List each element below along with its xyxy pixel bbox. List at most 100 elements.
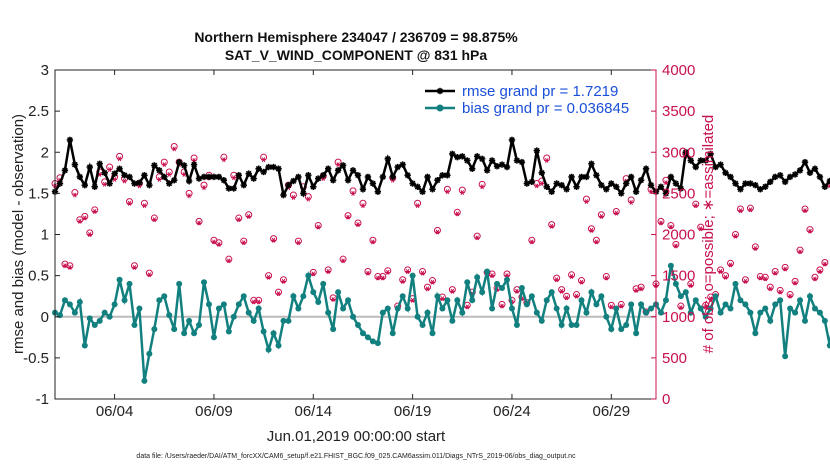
rmse-point bbox=[692, 163, 699, 171]
rmse-point bbox=[250, 175, 257, 182]
obs-possible-marker bbox=[791, 277, 799, 285]
obs-assimilated-marker bbox=[539, 181, 545, 186]
bias-point bbox=[136, 305, 143, 312]
obs-assimilated-marker bbox=[732, 233, 738, 239]
obs-possible-marker bbox=[235, 214, 243, 222]
bias-point bbox=[638, 301, 645, 308]
rmse-point bbox=[334, 167, 342, 174]
bias-point bbox=[340, 305, 347, 312]
rmse-point bbox=[583, 173, 590, 181]
rmse-point bbox=[806, 169, 814, 177]
obs-possible-marker bbox=[314, 221, 322, 229]
bias-point bbox=[494, 280, 501, 287]
rmse-point bbox=[369, 180, 377, 187]
obs-possible-marker bbox=[587, 225, 595, 233]
bias-point bbox=[444, 297, 451, 304]
obs-assimilated-marker bbox=[464, 304, 470, 310]
rmse-point bbox=[419, 188, 426, 195]
obs-possible-marker bbox=[602, 272, 610, 280]
rmse-point bbox=[76, 173, 84, 181]
rmse-point bbox=[230, 185, 238, 192]
obs-possible-marker bbox=[279, 276, 287, 284]
obs-assimilated-marker bbox=[256, 299, 262, 305]
obs-possible-marker bbox=[91, 206, 99, 214]
obs-assimilated-marker bbox=[425, 286, 431, 292]
bias-point bbox=[290, 293, 297, 300]
bias-point bbox=[792, 309, 799, 316]
bias-point bbox=[613, 305, 620, 312]
bias-point bbox=[489, 305, 496, 312]
rmse-point bbox=[454, 153, 461, 161]
rmse-point bbox=[245, 170, 252, 177]
bias-point bbox=[379, 309, 386, 316]
obs-possible-marker bbox=[245, 211, 253, 219]
bias-point bbox=[354, 321, 361, 328]
bias-point bbox=[697, 305, 704, 312]
obs-possible-marker bbox=[751, 243, 759, 251]
obs-possible-marker bbox=[672, 240, 680, 248]
obs-assimilated-marker bbox=[241, 240, 247, 246]
bias-point bbox=[325, 309, 332, 316]
obs-assimilated-marker bbox=[434, 229, 440, 235]
bias-point bbox=[513, 321, 520, 328]
obs-assimilated-marker bbox=[628, 199, 634, 205]
bias-point bbox=[230, 313, 237, 320]
bias-point bbox=[61, 297, 68, 304]
obs-assimilated-marker bbox=[325, 269, 331, 274]
rmse-point bbox=[811, 165, 819, 172]
y-tick-label: 2.5 bbox=[28, 103, 49, 120]
bias-point bbox=[186, 317, 193, 324]
obs-possible-marker bbox=[453, 208, 461, 216]
bias-point bbox=[811, 305, 818, 312]
obs-assimilated-marker bbox=[246, 213, 252, 219]
rmse-point bbox=[483, 167, 491, 174]
rmse-point bbox=[662, 190, 670, 197]
rmse-point bbox=[657, 183, 665, 190]
obs-assimilated-marker bbox=[131, 264, 137, 270]
rmse-point bbox=[270, 163, 277, 171]
obs-possible-marker bbox=[717, 266, 725, 274]
obs-assimilated-marker bbox=[370, 239, 376, 245]
obs-assimilated-marker bbox=[410, 297, 416, 303]
bias-point bbox=[787, 305, 794, 312]
bias-point bbox=[176, 280, 183, 287]
bias-point bbox=[330, 326, 337, 333]
bias-point bbox=[439, 305, 446, 312]
obs-assimilated-marker bbox=[807, 228, 813, 234]
obs-possible-marker bbox=[145, 269, 153, 277]
obs-possible-marker bbox=[766, 283, 774, 291]
rmse-point bbox=[498, 161, 506, 168]
obs-possible-marker bbox=[339, 255, 347, 263]
obs-possible-marker bbox=[776, 286, 784, 294]
obs-assimilated-marker bbox=[271, 237, 277, 243]
bias-point bbox=[538, 317, 545, 324]
obs-possible-marker bbox=[637, 283, 645, 291]
x-axis-label: Jun.01,2019 00:00:00 start bbox=[267, 428, 446, 445]
obs-assimilated-marker bbox=[82, 215, 88, 221]
rmse-point bbox=[727, 173, 734, 181]
bias-point bbox=[210, 334, 217, 341]
rmse-point bbox=[538, 169, 545, 177]
obs-possible-marker bbox=[568, 271, 576, 279]
obs-assimilated-marker bbox=[534, 183, 540, 189]
obs-assimilated-marker bbox=[728, 262, 734, 268]
obs-assimilated-marker bbox=[365, 270, 371, 276]
bias-point bbox=[220, 301, 227, 308]
obs-assimilated-marker bbox=[216, 241, 222, 247]
rmse-point bbox=[478, 155, 486, 163]
rmse-point bbox=[464, 157, 471, 164]
bias-point bbox=[449, 317, 456, 324]
rmse-point bbox=[185, 177, 193, 185]
bias-point bbox=[265, 346, 272, 353]
obs-assimilated-marker bbox=[449, 288, 455, 294]
obs-possible-marker bbox=[344, 212, 352, 220]
bias-point bbox=[240, 293, 247, 300]
obs-assimilated-marker bbox=[146, 272, 152, 278]
rmse-point bbox=[275, 165, 282, 172]
bias-point bbox=[205, 301, 212, 308]
bias-point bbox=[657, 309, 664, 316]
bias-point bbox=[76, 298, 83, 305]
obs-assimilated-marker bbox=[554, 277, 560, 283]
bias-point bbox=[662, 297, 669, 304]
rmse-series bbox=[51, 136, 830, 199]
